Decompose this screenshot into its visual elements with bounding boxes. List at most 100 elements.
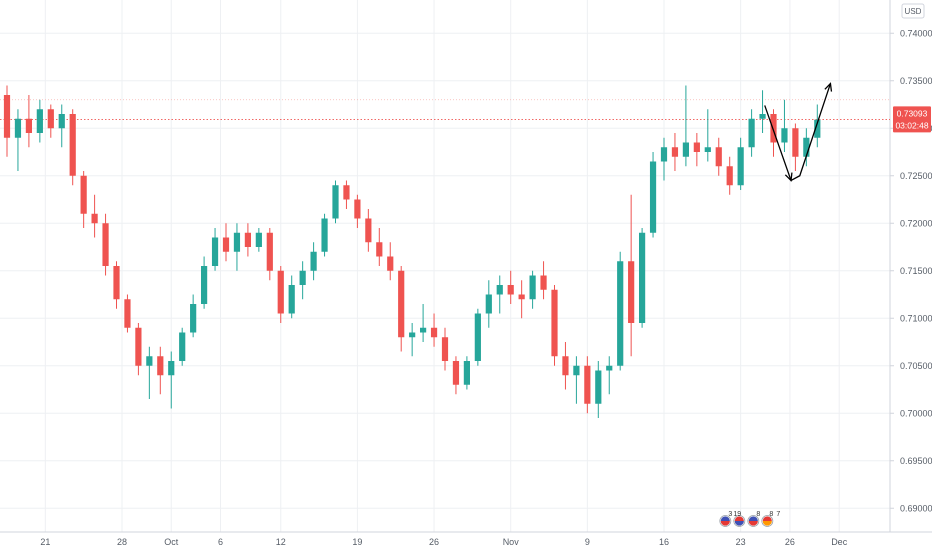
candle — [80, 171, 87, 228]
event-count-label: 7 — [776, 511, 780, 518]
candle-body — [201, 266, 208, 304]
candle — [430, 313, 438, 347]
candle-body — [343, 185, 350, 200]
candle — [25, 95, 32, 148]
candle — [595, 361, 602, 418]
event-flag-icon[interactable] — [733, 515, 746, 527]
x-tick-label: 28 — [117, 537, 127, 547]
x-tick-label: 26 — [429, 537, 439, 547]
event-count-label: 8 — [769, 511, 773, 518]
candle — [310, 242, 317, 281]
candle — [518, 280, 525, 319]
candle-body — [299, 270, 306, 285]
candle-body — [277, 270, 284, 314]
bar-countdown: 03:02:48 — [895, 120, 928, 130]
candle — [146, 346, 153, 399]
candle — [277, 266, 284, 323]
event-flag-icon[interactable] — [747, 515, 760, 527]
y-axis[interactable]: 0.740000.735000.730000.725000.720000.715… — [890, 28, 932, 513]
x-tick-label: 16 — [659, 537, 669, 547]
current-price-badge: 0.73093 03:02:48 — [893, 106, 931, 133]
candle — [168, 351, 175, 409]
event-flag-top — [748, 516, 758, 521]
candle — [201, 256, 208, 309]
candle-body — [365, 218, 372, 243]
currency-badge[interactable]: USD — [901, 3, 925, 19]
candle — [551, 285, 558, 366]
candle — [507, 270, 514, 304]
candle-body — [387, 256, 394, 271]
candle — [69, 109, 76, 186]
candle-body — [420, 327, 427, 333]
candle — [485, 280, 492, 328]
y-tick-label: 0.71000 — [900, 313, 932, 323]
candle-body — [474, 313, 481, 361]
y-tick-label: 0.72000 — [900, 218, 932, 228]
candle — [474, 308, 481, 366]
candle — [365, 209, 372, 252]
candle — [737, 137, 744, 190]
currency-label: USD — [905, 7, 922, 16]
current-price-value: 0.73093 — [897, 108, 928, 118]
candle — [343, 180, 350, 209]
candle-body — [430, 327, 438, 338]
economic-events[interactable]: 3 19 8 8 7 — [719, 511, 781, 527]
candle-body — [25, 118, 32, 133]
candle — [584, 356, 591, 414]
candle-body — [135, 327, 142, 366]
x-axis[interactable]: 21 28 Oct 6 12 19 26 Nov 9 16 23 26 Dec — [40, 537, 847, 547]
candles — [3, 85, 821, 418]
candle-body — [496, 285, 503, 295]
candle-body — [551, 289, 558, 357]
event-flag-top — [762, 516, 772, 521]
candle-body — [266, 232, 273, 271]
candle-body — [255, 232, 262, 247]
candle — [3, 85, 11, 157]
event-count-label: 19 — [733, 511, 741, 518]
candle-body — [409, 332, 416, 338]
candle — [540, 261, 547, 300]
candle — [463, 356, 470, 390]
candle-body — [211, 237, 219, 266]
candle — [233, 223, 241, 271]
arrow-head-down — [784, 172, 793, 182]
event-flag-top — [734, 516, 744, 521]
x-tick-label: 23 — [736, 537, 746, 547]
event-flag-bottom — [734, 521, 744, 526]
candle-body — [584, 365, 591, 404]
candle — [660, 137, 668, 181]
candle — [266, 228, 273, 281]
candle — [255, 228, 262, 252]
candle — [387, 242, 394, 281]
candle — [321, 213, 328, 257]
candle — [299, 261, 306, 300]
candle — [496, 275, 503, 314]
candle — [354, 194, 361, 228]
candle — [441, 327, 449, 371]
candle — [529, 270, 536, 309]
candle — [47, 104, 54, 138]
drawn-arrow-path[interactable] — [764, 82, 833, 182]
candle — [190, 294, 197, 338]
event-flag-top — [720, 516, 730, 521]
candle-body — [649, 161, 657, 233]
event-flag-icon[interactable] — [719, 515, 732, 527]
candle-body — [639, 232, 646, 323]
candle — [606, 356, 613, 395]
candle — [803, 128, 810, 167]
candle-body — [595, 370, 602, 404]
candle-body — [354, 199, 361, 219]
arrow-head-up — [824, 82, 833, 92]
event-flag-icon[interactable] — [761, 515, 774, 527]
candle — [814, 104, 821, 148]
candle — [748, 109, 755, 157]
x-tick-label: 19 — [352, 537, 362, 547]
candle — [36, 99, 43, 143]
candle — [704, 109, 711, 162]
candle-body — [14, 118, 22, 138]
candle — [770, 109, 777, 157]
candle-body — [617, 261, 624, 366]
candle — [157, 346, 164, 395]
